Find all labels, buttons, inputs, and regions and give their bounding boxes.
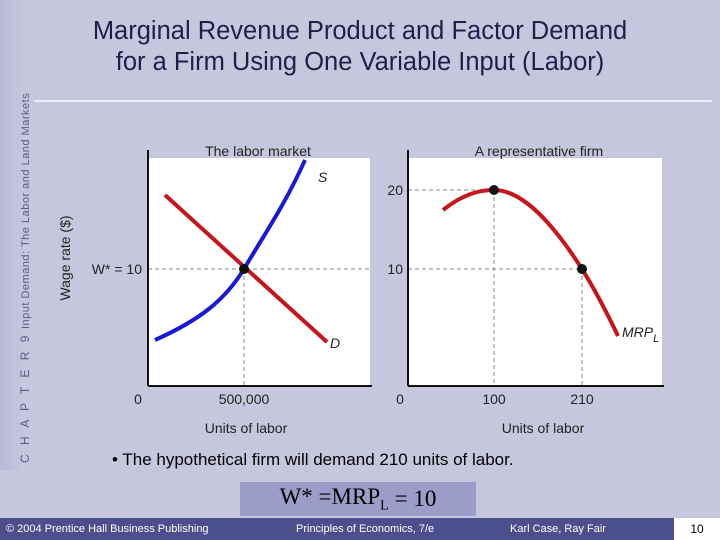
footer-bar: © 2004 Prentice Hall Business Publishing…: [0, 518, 720, 540]
right-y-tick-10: 10: [387, 261, 403, 277]
left-x-tick-500000: 500,000: [219, 391, 270, 407]
formula-lhs: W* =MRPL: [279, 483, 389, 514]
bullet-text: • The hypothetical firm will demand 210 …: [112, 450, 514, 470]
firm-demand-point: [577, 264, 587, 274]
formula-box: W* =MRPL = 10: [240, 482, 476, 516]
mrp-peak-point: [489, 185, 499, 195]
right-panel-heading: A representative firm: [475, 143, 603, 159]
right-y-tick-20: 20: [387, 182, 403, 198]
left-panel-heading: The labor market: [205, 143, 311, 159]
title-line-1: Marginal Revenue Product and Factor Dema…: [92, 17, 628, 45]
firm-panel: A representative firm 20 10 0 100 210 Un…: [387, 143, 664, 436]
footer-authors: Karl Case, Ray Fair: [510, 523, 606, 535]
left-x-tick-0: 0: [134, 391, 142, 407]
right-x-axis-label: Units of labor: [502, 420, 585, 436]
page-number: 10: [674, 518, 720, 540]
left-plot-area: [148, 158, 370, 386]
bullet-marker: •: [112, 450, 118, 469]
title-line-2: for a Firm Using One Variable Input (Lab…: [115, 48, 605, 76]
left-x-axis-label: Units of labor: [205, 420, 288, 436]
labor-market-panel: The labor market S D W* = 10 Wage rate (…: [57, 143, 372, 436]
bullet-sentence: The hypothetical firm will demand 210 un…: [122, 450, 514, 469]
right-x-tick-210: 210: [570, 391, 594, 407]
equilibrium-point: [239, 264, 249, 274]
right-x-tick-100: 100: [482, 391, 506, 407]
demand-label: D: [330, 335, 340, 351]
supply-label: S: [318, 169, 328, 185]
right-x-tick-0: 0: [396, 391, 404, 407]
mrp-curve-label: MRPL: [622, 324, 659, 345]
footer-copyright: © 2004 Prentice Hall Business Publishing: [6, 523, 209, 535]
slide-title: Marginal Revenue Product and Factor Dema…: [40, 16, 680, 78]
footer-book: Principles of Economics, 7/e: [296, 523, 435, 535]
sidebar-band: C H A P T E R 9 Input Demand: The Labor …: [0, 0, 34, 470]
formula-rhs: = 10: [394, 486, 437, 511]
right-plot-area: [408, 158, 662, 386]
mrp-curve: [441, 187, 620, 337]
title-divider: [34, 100, 712, 102]
wage-axis-label: Wage rate ($): [57, 215, 73, 300]
wage-label: W* = 10: [92, 261, 142, 277]
